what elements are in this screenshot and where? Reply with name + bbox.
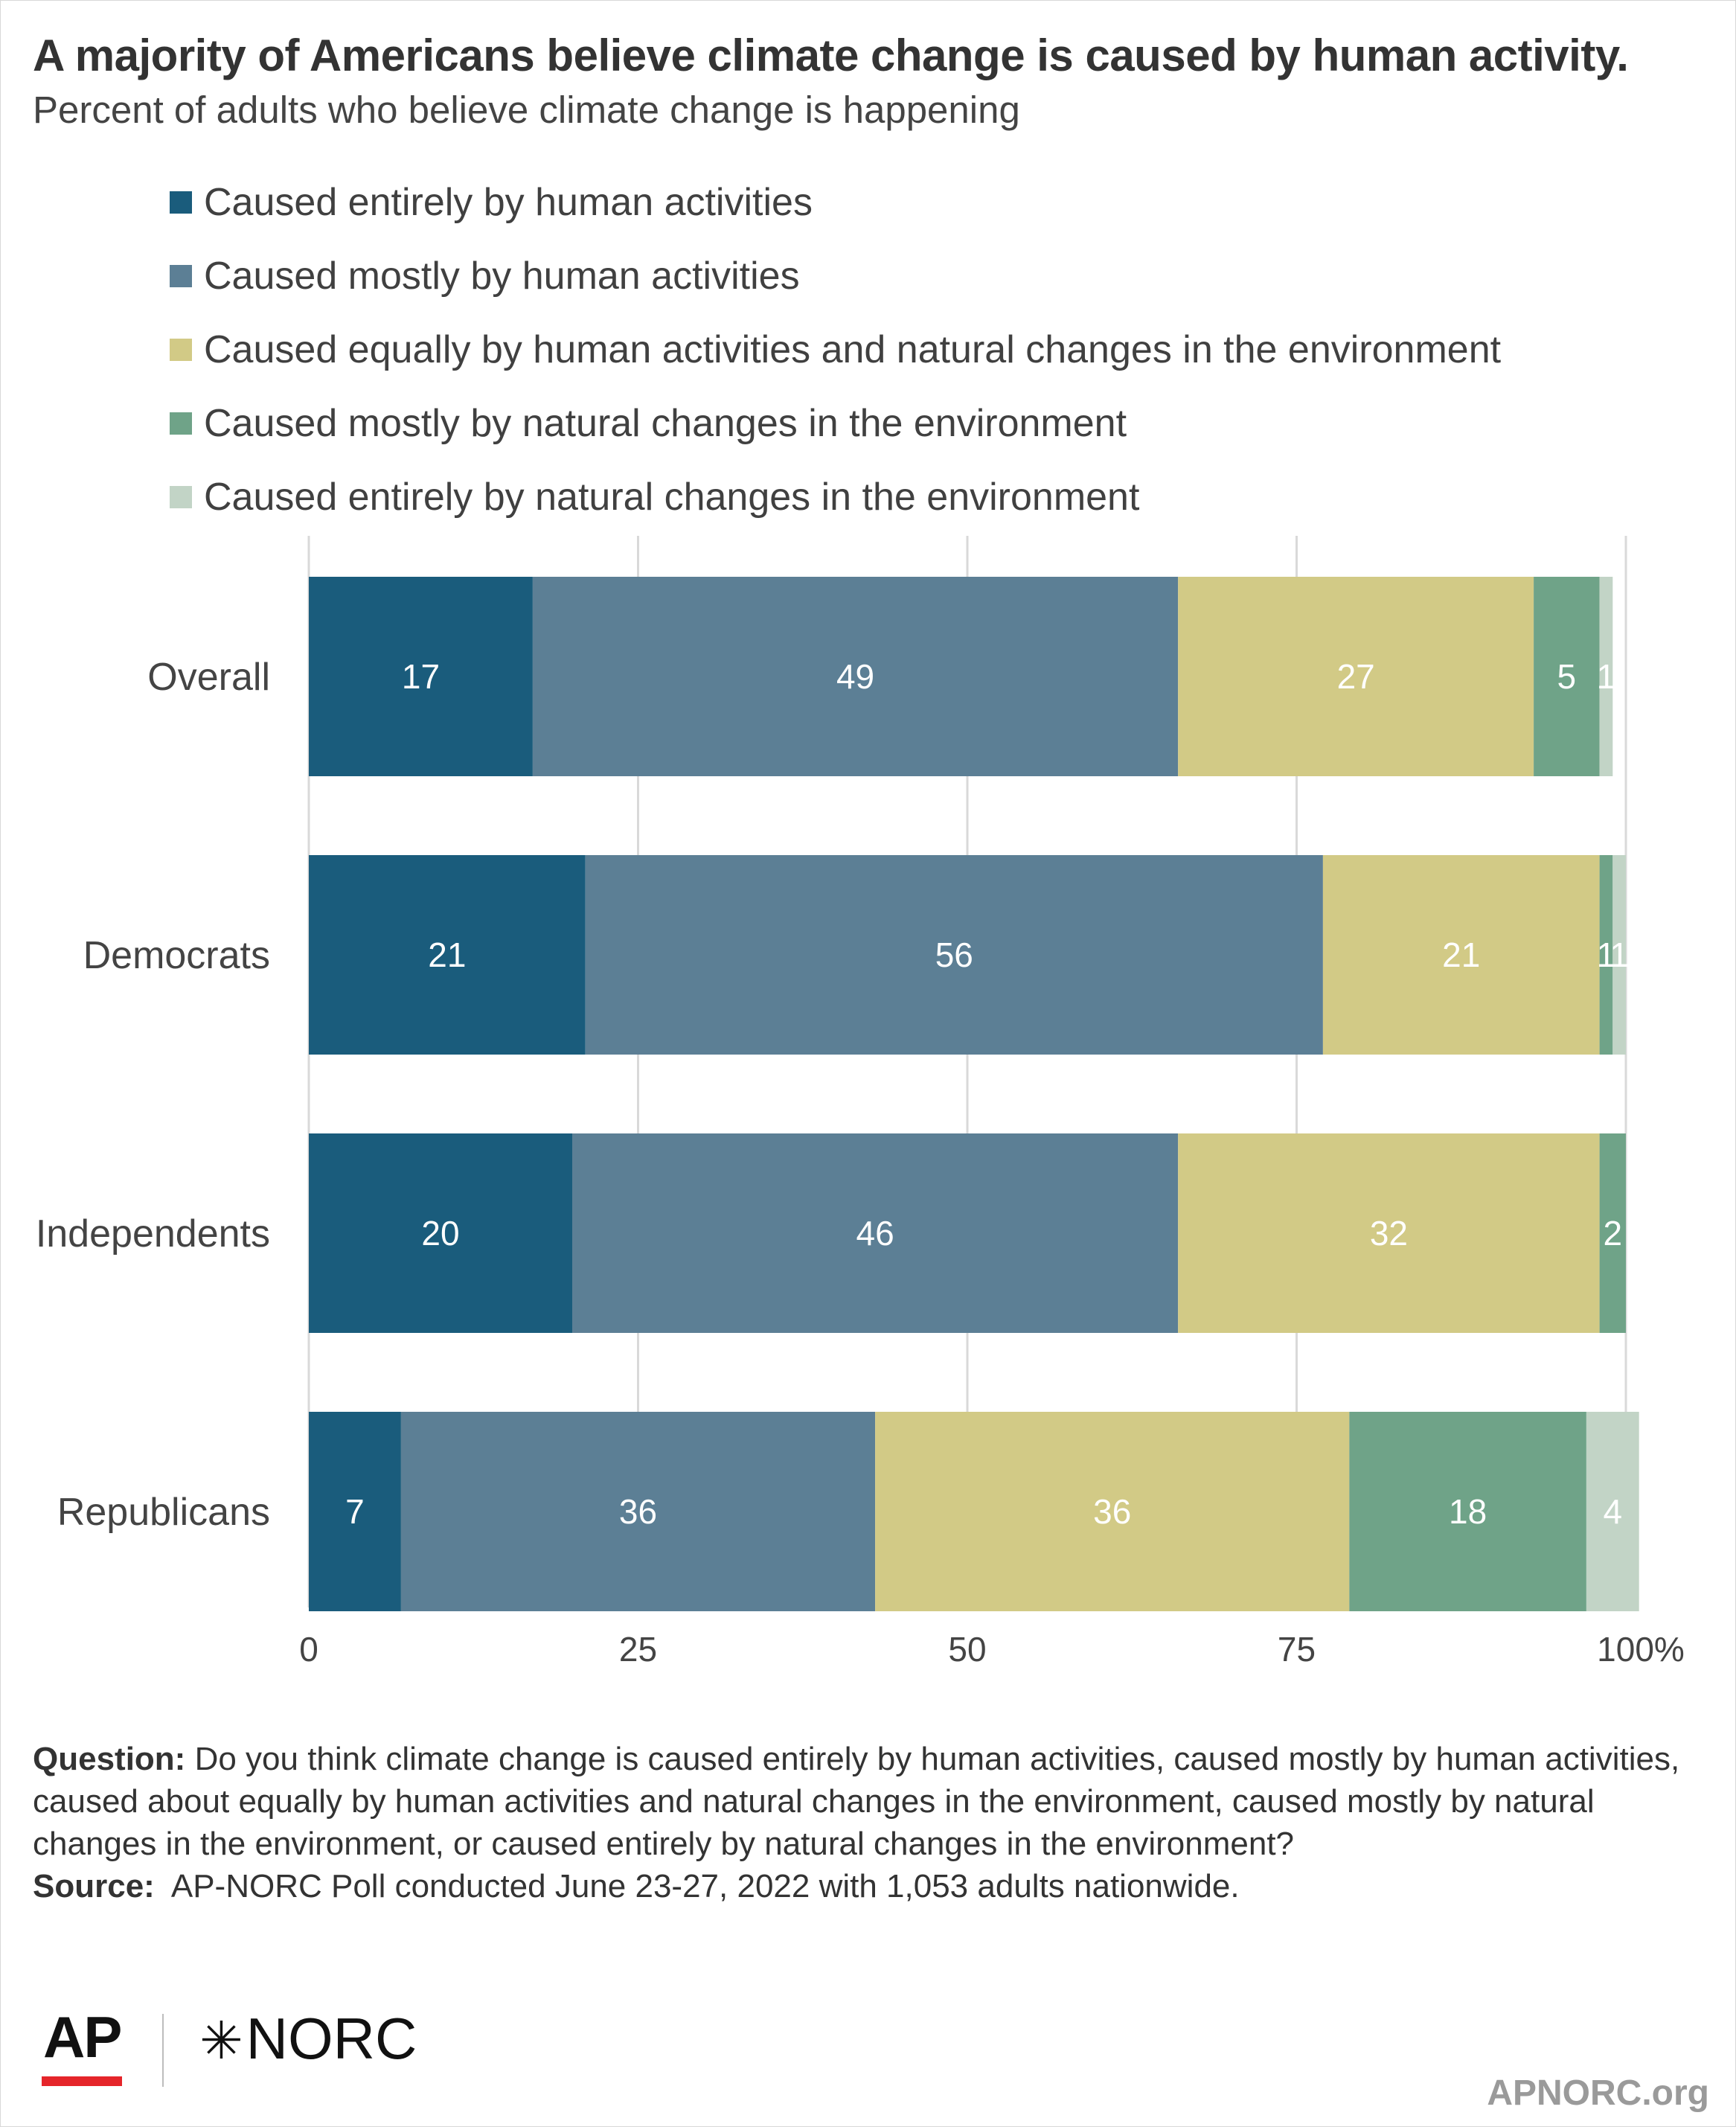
- category-label: Independents: [36, 1212, 270, 1256]
- legend-label: Caused mostly by human activities: [204, 254, 800, 298]
- bar-segment: [309, 1412, 401, 1611]
- data-label: 36: [619, 1492, 657, 1531]
- category-label: Republicans: [57, 1491, 270, 1534]
- bar-segment: [585, 855, 1323, 1055]
- norc-star-icon: ✳: [199, 2012, 243, 2070]
- legend-swatch: [170, 338, 192, 361]
- legend-swatch: [170, 191, 192, 214]
- bar-segment: [309, 577, 533, 776]
- legend-swatch: [170, 485, 192, 508]
- ap-logo-underline: [42, 2076, 122, 2086]
- bar-segment: [1349, 1412, 1586, 1611]
- data-label: 21: [428, 935, 466, 974]
- bar-segment: [1599, 577, 1613, 776]
- question-note: Question: Do you think climate change is…: [33, 1738, 1700, 1865]
- data-label: 1: [1610, 935, 1629, 974]
- data-label: 56: [935, 935, 973, 974]
- legend-label: Caused equally by human activities and n…: [204, 327, 1502, 371]
- bar-segment: [1534, 577, 1600, 776]
- data-label: 17: [402, 657, 440, 696]
- bar-segment: [1599, 1133, 1626, 1333]
- data-label: 20: [421, 1214, 459, 1253]
- norc-logo: ✳NORC: [199, 2009, 417, 2070]
- legend-item: Caused entirely by natural changes in th…: [170, 460, 1501, 534]
- question-label: Question:: [33, 1741, 186, 1777]
- x-tick-label: 100%: [1597, 1630, 1685, 1669]
- site-link[interactable]: APNORC.org: [1487, 2073, 1709, 2113]
- bar-segment: [1322, 855, 1600, 1055]
- bar-segment: [1178, 577, 1534, 776]
- x-tick-label: 75: [1278, 1630, 1316, 1669]
- legend-item: Caused mostly by natural changes in the …: [170, 386, 1501, 460]
- data-label: 32: [1370, 1214, 1408, 1253]
- data-label: 49: [836, 657, 874, 696]
- data-label: 5: [1557, 657, 1577, 696]
- legend-item: Caused mostly by human activities: [170, 239, 1501, 313]
- bar-segment: [309, 1133, 572, 1333]
- question-text: Do you think climate change is caused en…: [33, 1741, 1680, 1862]
- x-tick-label: 25: [619, 1630, 657, 1669]
- bar-segment: [1178, 1133, 1600, 1333]
- legend-swatch: [170, 264, 192, 287]
- data-label: 2: [1604, 1214, 1623, 1253]
- norc-logo-text: NORC: [246, 2006, 417, 2071]
- chart-title: A majority of Americans believe climate …: [33, 31, 1629, 80]
- bar-segment: [1599, 855, 1613, 1055]
- category-label: Overall: [147, 656, 270, 699]
- x-tick-label: 50: [948, 1630, 986, 1669]
- logo-divider: [162, 2014, 164, 2087]
- source-text: AP-NORC Poll conducted June 23-27, 2022 …: [170, 1868, 1240, 1904]
- data-label: 4: [1604, 1492, 1623, 1531]
- chart-footer: Question: Do you think climate change is…: [33, 1738, 1700, 1907]
- legend: Caused entirely by human activities Cause…: [170, 165, 1501, 534]
- bar-segment: [572, 1133, 1179, 1333]
- data-label: 18: [1449, 1492, 1487, 1531]
- bar-segment: [1586, 1412, 1639, 1611]
- legend-label: Caused entirely by natural changes in th…: [204, 475, 1140, 519]
- ap-logo: AP: [43, 2004, 122, 2070]
- legend-item: Caused entirely by human activities: [170, 165, 1501, 239]
- legend-swatch: [170, 412, 192, 435]
- chart-subtitle: Percent of adults who believe climate ch…: [33, 89, 1020, 131]
- source-label: Source:: [33, 1868, 155, 1904]
- data-label: 36: [1093, 1492, 1131, 1531]
- category-label: Democrats: [83, 934, 270, 977]
- data-label: 46: [856, 1214, 894, 1253]
- bar-segment: [532, 577, 1179, 776]
- bar-segment: [309, 855, 586, 1055]
- bar-segment: [875, 1412, 1350, 1611]
- data-label: 1: [1597, 657, 1616, 696]
- bar-segment: [1612, 855, 1626, 1055]
- legend-label: Caused entirely by human activities: [204, 180, 813, 224]
- data-label: 27: [1337, 657, 1375, 696]
- data-label: 1: [1597, 935, 1616, 974]
- bar-segment: [400, 1412, 876, 1611]
- x-tick-label: 0: [299, 1630, 318, 1669]
- data-label: 21: [1442, 935, 1480, 974]
- data-label: 7: [345, 1492, 365, 1531]
- legend-item: Caused equally by human activities and n…: [170, 313, 1501, 386]
- source-note: Source: AP-NORC Poll conducted June 23-2…: [33, 1865, 1700, 1907]
- legend-label: Caused mostly by natural changes in the …: [204, 401, 1127, 445]
